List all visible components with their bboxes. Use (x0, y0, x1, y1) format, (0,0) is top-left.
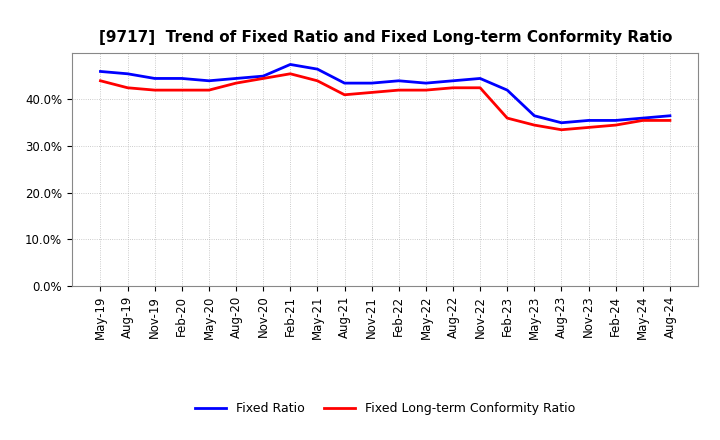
Fixed Ratio (259, 73, 268, 79)
Fixed Ratio (232, 76, 240, 81)
Fixed Ratio (341, 81, 349, 86)
Fixed Long-term Conformity Ratio (639, 118, 647, 123)
Fixed Ratio (639, 115, 647, 121)
Fixed Long-term Conformity Ratio (449, 85, 457, 91)
Fixed Ratio (395, 78, 403, 84)
Fixed Long-term Conformity Ratio (96, 78, 105, 84)
Line: Fixed Long-term Conformity Ratio: Fixed Long-term Conformity Ratio (101, 74, 670, 130)
Fixed Ratio (611, 118, 620, 123)
Fixed Ratio (367, 81, 376, 86)
Fixed Long-term Conformity Ratio (313, 78, 322, 84)
Fixed Ratio (421, 81, 430, 86)
Fixed Long-term Conformity Ratio (204, 88, 213, 93)
Title: [9717]  Trend of Fixed Ratio and Fixed Long-term Conformity Ratio: [9717] Trend of Fixed Ratio and Fixed Lo… (99, 29, 672, 45)
Line: Fixed Ratio: Fixed Ratio (101, 64, 670, 123)
Fixed Ratio (204, 78, 213, 84)
Fixed Ratio (584, 118, 593, 123)
Fixed Long-term Conformity Ratio (557, 127, 566, 132)
Fixed Ratio (665, 113, 674, 118)
Fixed Long-term Conformity Ratio (367, 90, 376, 95)
Fixed Long-term Conformity Ratio (259, 76, 268, 81)
Fixed Ratio (96, 69, 105, 74)
Fixed Ratio (313, 66, 322, 72)
Fixed Long-term Conformity Ratio (123, 85, 132, 91)
Fixed Long-term Conformity Ratio (178, 88, 186, 93)
Fixed Long-term Conformity Ratio (665, 118, 674, 123)
Fixed Long-term Conformity Ratio (476, 85, 485, 91)
Fixed Long-term Conformity Ratio (584, 125, 593, 130)
Fixed Long-term Conformity Ratio (530, 122, 539, 128)
Fixed Ratio (476, 76, 485, 81)
Fixed Ratio (286, 62, 294, 67)
Fixed Ratio (150, 76, 159, 81)
Legend: Fixed Ratio, Fixed Long-term Conformity Ratio: Fixed Ratio, Fixed Long-term Conformity … (190, 397, 580, 420)
Fixed Ratio (557, 120, 566, 125)
Fixed Long-term Conformity Ratio (611, 122, 620, 128)
Fixed Ratio (503, 88, 511, 93)
Fixed Long-term Conformity Ratio (421, 88, 430, 93)
Fixed Long-term Conformity Ratio (232, 81, 240, 86)
Fixed Long-term Conformity Ratio (395, 88, 403, 93)
Fixed Ratio (178, 76, 186, 81)
Fixed Long-term Conformity Ratio (503, 115, 511, 121)
Fixed Long-term Conformity Ratio (341, 92, 349, 97)
Fixed Long-term Conformity Ratio (150, 88, 159, 93)
Fixed Ratio (530, 113, 539, 118)
Fixed Ratio (449, 78, 457, 84)
Fixed Ratio (123, 71, 132, 77)
Fixed Long-term Conformity Ratio (286, 71, 294, 77)
